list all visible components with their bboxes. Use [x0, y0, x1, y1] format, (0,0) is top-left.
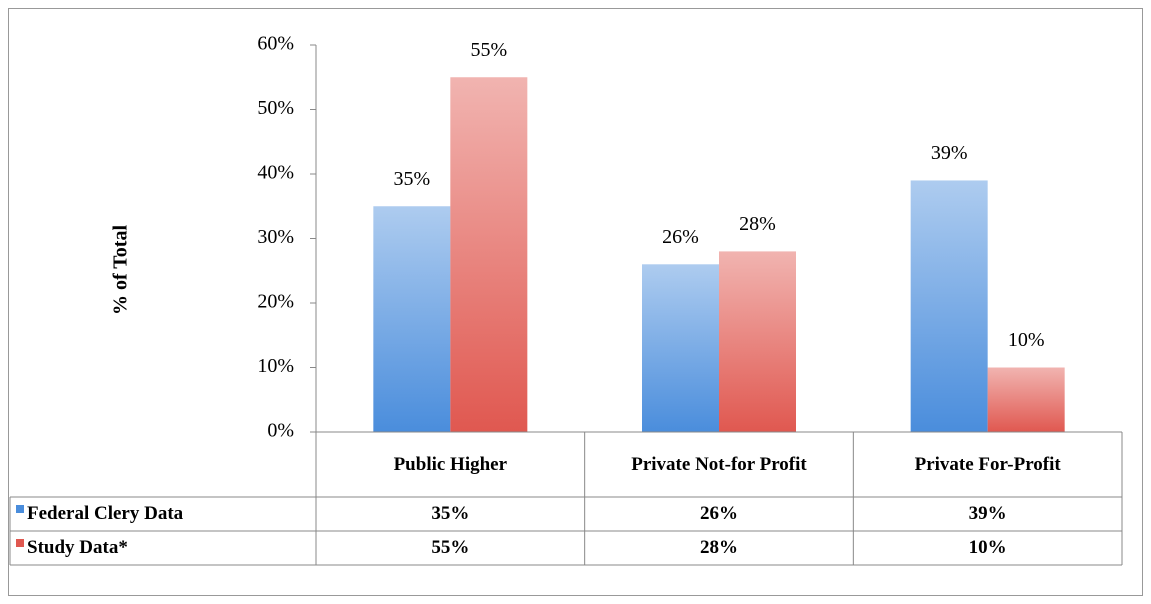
data-label: 55%: [470, 39, 507, 61]
table-value: 39%: [968, 503, 1007, 525]
y-tick-label: 40%: [257, 162, 294, 184]
bar: [987, 367, 1065, 432]
table-value: 55%: [431, 537, 470, 559]
y-tick-label: 60%: [257, 33, 294, 55]
y-axis-label: % of Total: [110, 225, 132, 315]
legend-entry: Study Data*: [10, 531, 316, 565]
bar: [450, 77, 528, 432]
bar: [642, 264, 719, 432]
data-label: 39%: [931, 142, 968, 164]
category-label: Public Higher: [393, 453, 508, 475]
legend-key: [16, 505, 24, 513]
category-label: Private For-Profit: [914, 453, 1061, 475]
y-tick-label: 0%: [267, 420, 294, 442]
table-value: 35%: [431, 503, 470, 525]
category-label: Private Not-for Profit: [631, 453, 807, 475]
legend-entry: Federal Clery Data: [10, 497, 316, 531]
data-label: 10%: [1008, 329, 1045, 351]
data-label: 35%: [393, 168, 430, 190]
legend-label: Federal Clery Data: [27, 503, 184, 525]
bar: [373, 206, 451, 432]
data-label: 28%: [739, 213, 776, 235]
bar: [910, 180, 988, 432]
table-value: 10%: [968, 537, 1007, 559]
data-label: 26%: [662, 226, 699, 248]
bar: [719, 251, 796, 432]
y-tick-label: 10%: [257, 355, 294, 377]
y-tick-label: 20%: [257, 291, 294, 313]
legend-key: [16, 539, 24, 547]
legend-label: Study Data*: [27, 537, 128, 559]
y-tick-label: 50%: [257, 97, 294, 119]
y-tick-label: 30%: [257, 226, 294, 248]
table-value: 26%: [699, 503, 738, 525]
table-value: 28%: [699, 537, 738, 559]
chart-border: [8, 8, 1143, 596]
